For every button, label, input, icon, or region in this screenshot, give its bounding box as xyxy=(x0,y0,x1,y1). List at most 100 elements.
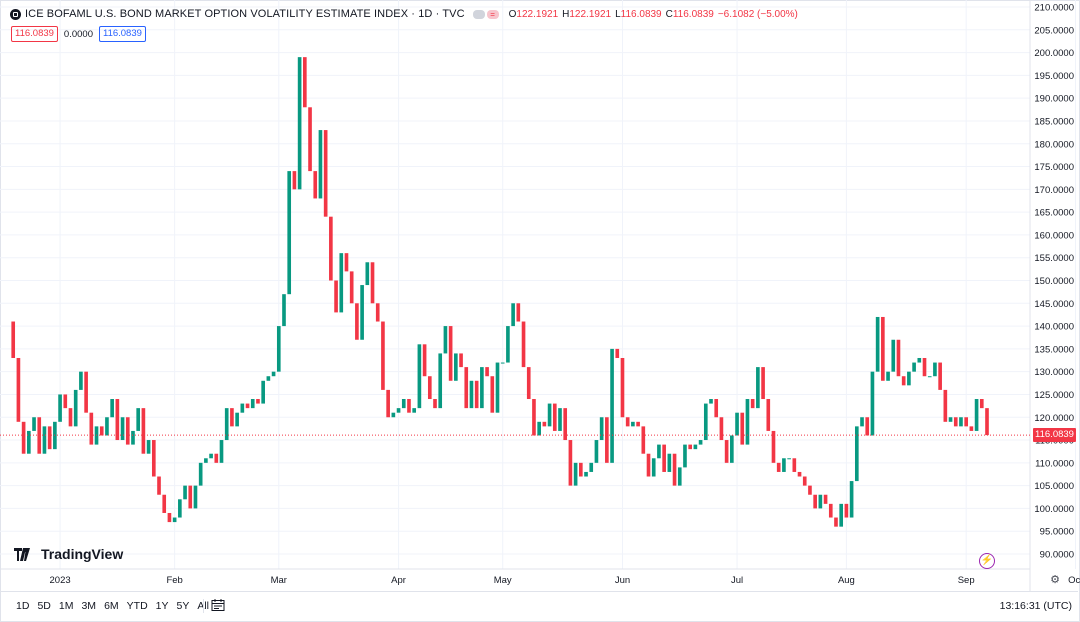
candle-up xyxy=(204,458,208,463)
candle-up xyxy=(469,380,474,409)
candle-up xyxy=(365,262,370,286)
candle-up xyxy=(974,399,979,431)
utc-clock[interactable]: 13:16:31 (UTC) xyxy=(999,600,1072,612)
candle-down xyxy=(162,494,167,513)
candle-up xyxy=(480,367,484,409)
candle-down xyxy=(68,408,73,427)
candle-down xyxy=(615,348,620,358)
candle-up xyxy=(146,440,151,454)
ohlc-low: L116.0839 xyxy=(615,8,662,20)
candle-up xyxy=(209,453,213,459)
candle-down xyxy=(386,389,390,418)
candle-down xyxy=(292,171,297,190)
candle-down xyxy=(808,485,812,495)
candle-up xyxy=(396,408,401,413)
candle-down xyxy=(865,417,870,436)
price-tick-label: 140.0000 xyxy=(1034,322,1074,333)
candle-down xyxy=(157,476,161,495)
candle-up xyxy=(276,326,281,372)
candle-up xyxy=(79,371,83,390)
candle-up xyxy=(318,130,323,199)
price-tick-label: 155.0000 xyxy=(1034,253,1074,264)
candle-up xyxy=(693,444,698,450)
candle-up xyxy=(610,348,614,463)
range-selector: 1D5D1M3M6MYTD1Y5YAll xyxy=(13,600,214,612)
candle-up xyxy=(500,362,505,364)
candle-down xyxy=(542,421,547,427)
ohlc-high: H122.1921 xyxy=(562,8,612,20)
range-button-1y[interactable]: 1Y xyxy=(155,600,169,612)
candle-up xyxy=(250,399,255,409)
ohlc-open: O122.1921 xyxy=(508,8,559,20)
equals-icon[interactable]: = xyxy=(486,9,499,19)
price-tick-label: 175.0000 xyxy=(1034,162,1074,173)
ohlc-values: O122.1921 H122.1921 L116.0839 C116.0839 … xyxy=(509,9,798,20)
tradingview-logo-icon xyxy=(14,547,30,561)
range-button-1d[interactable]: 1D xyxy=(16,600,30,612)
price-tick-label: 105.0000 xyxy=(1034,481,1074,492)
candle-down xyxy=(761,367,765,400)
range-button-6m[interactable]: 6M xyxy=(104,600,119,612)
candle-up xyxy=(927,376,932,378)
time-tick-label: 2023 xyxy=(50,575,71,586)
gear-icon[interactable]: ⚙ xyxy=(1050,574,1060,586)
calendar-icon[interactable] xyxy=(211,598,225,612)
candle-down xyxy=(792,458,797,472)
candle-down xyxy=(578,462,583,477)
candle-down xyxy=(448,326,453,381)
candle-up xyxy=(558,408,562,431)
tradingview-logo[interactable]: TradingView xyxy=(14,546,123,562)
candle-down xyxy=(641,426,646,454)
candle-down xyxy=(188,485,193,509)
symbol-icon[interactable] xyxy=(10,8,21,20)
range-button-5y[interactable]: 5Y xyxy=(176,600,190,612)
toolbar-divider xyxy=(203,599,204,613)
candles xyxy=(11,57,989,527)
candle-down xyxy=(964,417,968,427)
candle-up xyxy=(240,403,245,413)
price-tick-label: 125.0000 xyxy=(1034,390,1074,401)
candle-up xyxy=(32,417,36,431)
bolt-icon[interactable]: ⚡ xyxy=(979,553,995,569)
eye-toggle-icon[interactable] xyxy=(472,9,485,19)
candle-down xyxy=(724,440,729,463)
price-tick-label: 180.0000 xyxy=(1034,139,1074,150)
candle-up xyxy=(183,485,187,500)
legend-toggle[interactable]: = xyxy=(472,9,499,19)
symbol-title[interactable]: ICE BOFAML U.S. BOND MARKET OPTION VOLAT… xyxy=(25,8,465,20)
candle-up xyxy=(511,303,515,327)
sell-price-box[interactable]: 116.0839 xyxy=(11,26,58,42)
chart-grid xyxy=(0,0,1077,569)
candle-down xyxy=(11,321,16,358)
candle-down xyxy=(381,321,385,390)
time-tick-label: Oct xyxy=(1068,575,1080,586)
candle-down xyxy=(646,453,651,477)
price-tick-label: 185.0000 xyxy=(1034,116,1074,127)
candle-up xyxy=(651,458,656,477)
candle-up xyxy=(506,326,510,363)
range-button-ytd[interactable]: YTD xyxy=(126,600,148,612)
range-button-3m[interactable]: 3M xyxy=(81,600,97,612)
candle-up xyxy=(735,412,739,436)
candle-down xyxy=(84,371,88,413)
range-button-1m[interactable]: 1M xyxy=(58,600,74,612)
candle-down xyxy=(828,503,833,518)
price-tick-label: 205.0000 xyxy=(1034,25,1074,36)
buy-price-box[interactable]: 116.0839 xyxy=(98,26,146,42)
price-tick-label: 120.0000 xyxy=(1034,413,1074,424)
candle-down xyxy=(552,403,557,431)
candle-down xyxy=(490,376,495,413)
price-tick-label: 170.0000 xyxy=(1034,185,1074,196)
candle-down xyxy=(979,399,984,409)
candle-down xyxy=(230,408,234,427)
candle-down xyxy=(625,417,630,427)
range-button-5d[interactable]: 5D xyxy=(37,600,51,612)
candle-down xyxy=(245,403,250,409)
candle-up xyxy=(886,371,890,381)
candle-down xyxy=(308,107,312,172)
candle-up xyxy=(339,253,344,313)
brand-name: TradingView xyxy=(41,546,124,562)
price-tick-label: 135.0000 xyxy=(1034,344,1074,355)
candle-up xyxy=(235,412,239,427)
